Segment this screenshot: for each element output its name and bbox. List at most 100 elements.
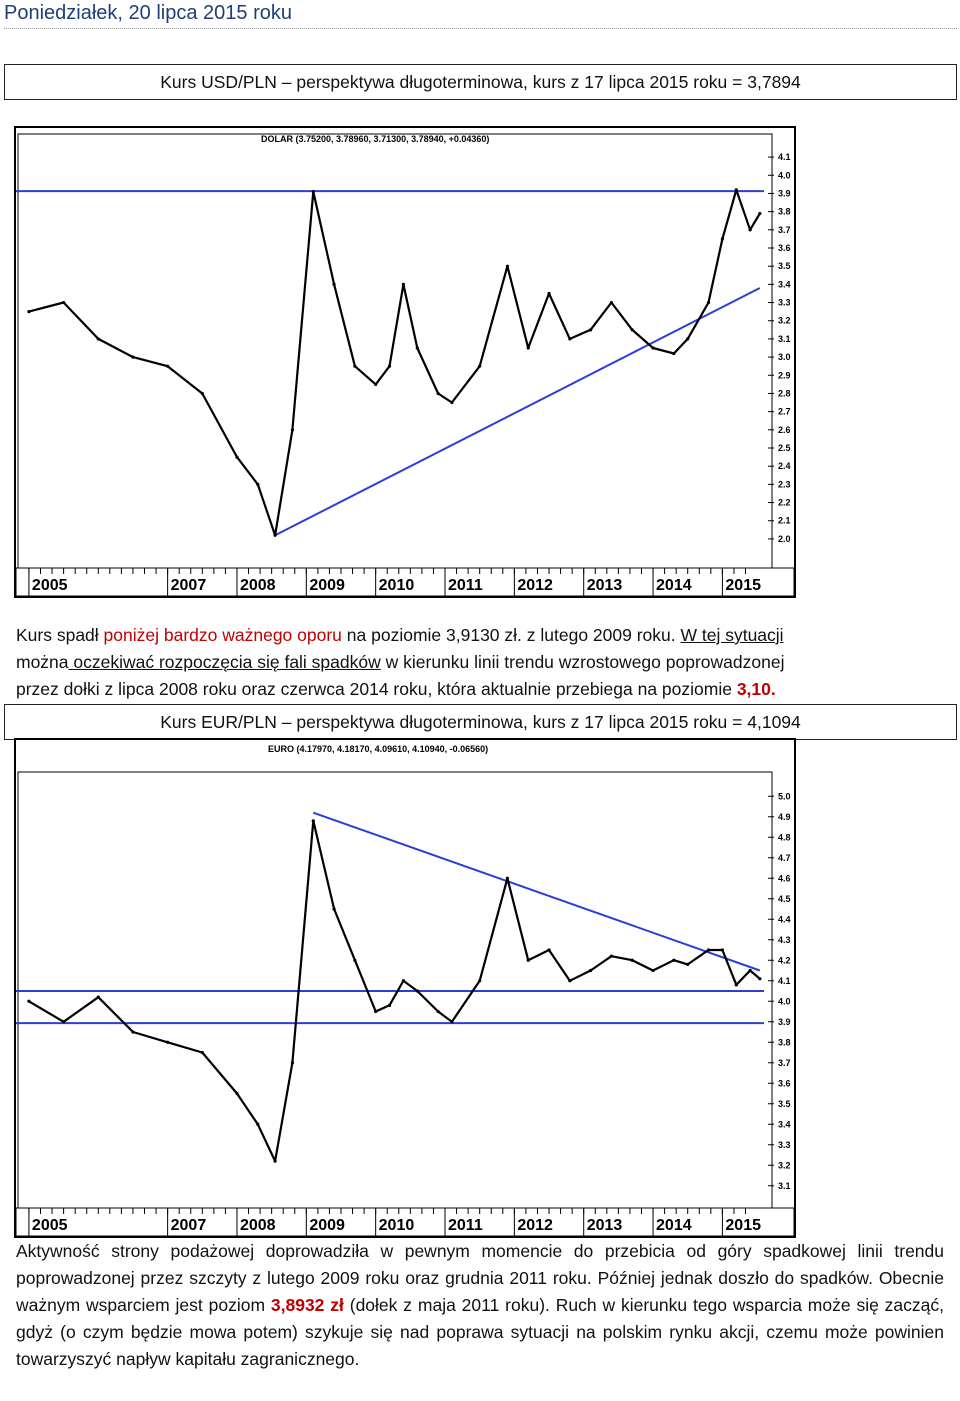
usd-ytick-label: 4.1 <box>778 152 791 162</box>
p1-text-5: można <box>16 652 69 672</box>
usd-price-point <box>200 391 204 396</box>
usd-price-point <box>568 337 572 341</box>
usd-trendline <box>274 287 761 537</box>
eur-ytick-label: 3.7 <box>778 1058 791 1068</box>
eur-legend: EURO (4.17970, 4.18170, 4.09610, 4.10940… <box>268 744 488 754</box>
usd-commentary: Kurs spadł poniżej bardzo ważnego oporu … <box>16 622 944 703</box>
eur-price-point <box>686 962 690 966</box>
usd-xtick-label: 2008 <box>240 577 276 594</box>
eur-price-point <box>547 948 551 952</box>
eur-ytick-label: 4.1 <box>778 976 791 986</box>
eur-price-point <box>609 954 614 958</box>
eur-price-point <box>672 958 676 962</box>
usd-xtick-label: 2014 <box>656 577 692 594</box>
eur-price-point <box>200 1050 204 1055</box>
eur-price-point <box>290 1061 295 1065</box>
usd-price-point <box>720 237 724 241</box>
usd-xtick-label: 2012 <box>517 577 553 594</box>
eur-price-point <box>415 989 419 993</box>
eur-price-point <box>273 1159 277 1163</box>
eur-price-point <box>758 977 762 981</box>
usd-xtick-label: 2013 <box>587 577 623 594</box>
eur-commentary: Aktywność strony podażowej doprowadziła … <box>16 1238 944 1373</box>
usd-price-point <box>290 428 295 432</box>
usd-plot-frame <box>17 133 773 569</box>
eur-price-point <box>568 979 572 983</box>
usd-price-point <box>27 310 31 314</box>
usd-price-point <box>387 364 392 368</box>
eur-price-point <box>353 958 357 962</box>
p1-expectation-phrase: oczekiwać rozpoczęcia się fali spadków <box>68 652 381 672</box>
eur-xtick-label: 2010 <box>379 1217 415 1234</box>
usd-price-point <box>526 346 530 350</box>
usd-ytick-label: 2.0 <box>778 534 791 544</box>
eur-ytick-label: 4.2 <box>778 955 791 965</box>
usd-ytick-label: 2.3 <box>778 479 791 489</box>
eur-price-point <box>589 968 593 973</box>
eur-price-point <box>311 819 315 823</box>
report-date: Poniedziałek, 20 lipca 2015 roku <box>4 2 292 24</box>
eur-ytick-label: 5.0 <box>778 791 791 801</box>
usd-ytick-label: 3.3 <box>778 298 791 308</box>
eur-ytick-label: 4.9 <box>778 812 791 822</box>
usd-legend: DOLAR (3.75200, 3.78960, 3.71300, 3.7894… <box>261 134 489 144</box>
eur-price-point <box>720 948 724 952</box>
usd-ytick-label: 3.4 <box>778 279 791 289</box>
usd-ytick-label: 3.9 <box>778 188 791 198</box>
usd-price-point <box>609 300 614 305</box>
eur-price-point <box>505 876 510 880</box>
eur-price-point <box>235 1091 239 1096</box>
usd-price-point <box>436 391 440 396</box>
eur-xtick-label: 2014 <box>656 1217 692 1234</box>
usd-price-point <box>62 300 66 305</box>
usd-ytick-label: 4.0 <box>778 170 791 180</box>
usd-xtick-label: 2009 <box>309 577 345 594</box>
usd-price-point <box>332 282 336 286</box>
usd-price-point <box>131 355 135 359</box>
usd-pln-chart-svg: DOLAR (3.75200, 3.78960, 3.71300, 3.7894… <box>16 133 794 596</box>
usd-xtick-label: 2005 <box>32 577 68 594</box>
eur-ytick-label: 3.3 <box>778 1140 791 1150</box>
usd-price-point <box>748 228 752 232</box>
eur-xtick-label: 2008 <box>240 1217 276 1234</box>
eur-ytick-label: 3.2 <box>778 1160 791 1170</box>
p2-text-1: Aktywność strony podażowej doprowadziła … <box>16 1241 944 1315</box>
eur-ytick-label: 3.8 <box>778 1037 791 1047</box>
usd-price-point <box>415 346 419 350</box>
usd-xtick-label: 2011 <box>448 577 483 594</box>
usd-ytick-label: 3.7 <box>778 225 791 235</box>
p1-text-8: przez dołki z lipca 2008 roku oraz czerw… <box>16 679 737 699</box>
p1-trend-level: 3,10. <box>736 679 776 699</box>
p1-text-7: w kierunku linii trendu wzrostowego popr… <box>380 652 785 672</box>
usd-price-point <box>630 328 634 332</box>
usd-price-point <box>273 533 277 537</box>
usd-ytick-label: 2.4 <box>778 461 791 471</box>
usd-price-point <box>651 346 655 350</box>
eur-price-point <box>651 968 655 973</box>
eur-trendline <box>312 811 761 972</box>
eur-price-point <box>734 983 738 987</box>
eur-price-point <box>62 1020 66 1024</box>
usd-price-point <box>672 351 676 356</box>
usd-ytick-label: 3.6 <box>778 243 791 253</box>
eur-price-point <box>166 1040 170 1044</box>
eur-xtick-label: 2013 <box>587 1217 623 1234</box>
eur-price-point <box>332 907 336 911</box>
usd-price-point <box>547 291 551 296</box>
eur-price-point <box>478 979 482 983</box>
usd-price-point <box>256 482 260 486</box>
eur-ytick-label: 3.4 <box>778 1119 791 1129</box>
eur-ytick-label: 4.0 <box>778 996 791 1006</box>
p1-text-3: na poziomie 3,9130 zł. z lutego 2009 rok… <box>341 625 681 645</box>
eur-ytick-label: 3.9 <box>778 1017 791 1027</box>
usd-ytick-label: 3.8 <box>778 207 791 217</box>
eur-ytick-label: 3.5 <box>778 1099 791 1109</box>
usd-price-point <box>589 328 593 332</box>
usd-ytick-label: 3.1 <box>778 334 791 344</box>
eur-ytick-label: 4.8 <box>778 832 791 842</box>
eur-xtick-label: 2012 <box>517 1217 553 1234</box>
usd-price-point <box>353 364 357 368</box>
eur-price-point <box>131 1030 135 1034</box>
usd-xtick-label: 2007 <box>171 577 207 594</box>
usd-price-point <box>478 364 482 368</box>
